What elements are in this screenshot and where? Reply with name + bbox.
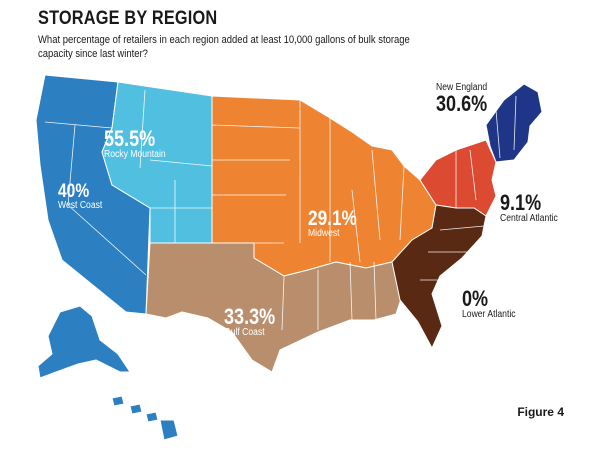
central-atlantic-label: 9.1% Central Atlantic xyxy=(500,192,567,224)
west-coast-label: 40% West Coast xyxy=(58,182,110,211)
midwest-value: 29.1% xyxy=(308,207,357,230)
map-title: STORAGE BY REGION xyxy=(38,8,218,29)
central-atlantic-name: Central Atlantic xyxy=(500,213,558,224)
state-borders xyxy=(44,89,517,331)
new-england-name: New England xyxy=(436,82,488,93)
midwest-label: 29.1% Midwest xyxy=(308,208,368,239)
region-hawaii-3 xyxy=(145,411,159,423)
gulf-coast-label: 33.3% Gulf Coast xyxy=(224,306,286,338)
region-hawaii-2 xyxy=(129,403,143,415)
rocky-mountain-name: Rocky Mountain xyxy=(104,149,166,160)
map-subtitle: What percentage of retailers in each reg… xyxy=(38,34,410,60)
west-coast-value: 40% xyxy=(58,181,90,202)
region-alaska xyxy=(37,305,131,379)
new-england-label: New England 30.6% xyxy=(436,83,498,115)
region-lower-atlantic xyxy=(391,204,487,349)
west-coast-name: West Coast xyxy=(58,200,103,211)
gulf-coast-name: Gulf Coast xyxy=(224,327,265,338)
lower-atlantic-label: 0% Lower Atlantic xyxy=(462,288,524,320)
rocky-mountain-label: 55.5% Rocky Mountain xyxy=(104,128,176,160)
new-england-value: 30.6% xyxy=(436,91,488,116)
central-atlantic-value: 9.1% xyxy=(500,190,542,215)
figure-label: Figure 4 xyxy=(517,405,564,419)
region-hawaii-1 xyxy=(111,395,125,407)
gulf-coast-value: 33.3% xyxy=(224,304,276,329)
rocky-mountain-value: 55.5% xyxy=(104,126,156,151)
region-hawaii-4 xyxy=(159,419,179,441)
midwest-name: Midwest xyxy=(308,228,340,239)
lower-atlantic-name: Lower Atlantic xyxy=(462,309,516,320)
lower-atlantic-value: 0% xyxy=(462,286,489,311)
region-gulf-coast xyxy=(145,242,405,373)
